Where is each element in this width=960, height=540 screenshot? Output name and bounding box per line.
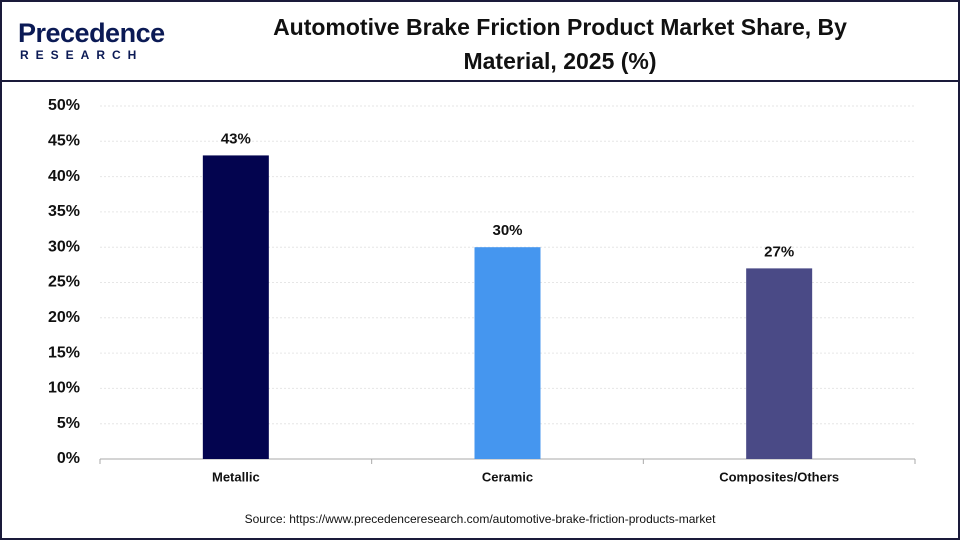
bar — [474, 247, 541, 459]
bar — [202, 155, 269, 460]
logo-sub: RESEARCH — [20, 48, 144, 62]
y-tick-label: 15% — [48, 344, 80, 361]
logo-name: Precedence — [18, 18, 165, 48]
value-label: 30% — [492, 222, 522, 239]
bar — [746, 268, 813, 459]
y-tick-label: 25% — [48, 274, 80, 291]
y-tick-label: 35% — [48, 203, 80, 220]
value-label: 43% — [221, 130, 251, 147]
x-tick-label: Metallic — [212, 469, 260, 484]
x-tick-label: Ceramic — [482, 469, 533, 484]
y-tick-label: 30% — [48, 238, 80, 255]
y-tick-label: 20% — [48, 309, 80, 326]
y-tick-label: 50% — [48, 97, 80, 114]
value-label: 27% — [764, 243, 794, 260]
source: Source: https://www.precedenceresearch.c… — [245, 512, 717, 526]
y-tick-label: 0% — [57, 450, 80, 467]
y-tick-label: 10% — [48, 380, 80, 397]
header-rule — [0, 80, 960, 82]
y-tick-label: 45% — [48, 133, 80, 150]
chart-title: Automotive Brake Friction Product Market… — [273, 14, 847, 74]
y-tick-label: 5% — [57, 415, 80, 432]
x-tick-label: Composites/Others — [719, 469, 839, 484]
y-tick-label: 40% — [48, 168, 80, 185]
